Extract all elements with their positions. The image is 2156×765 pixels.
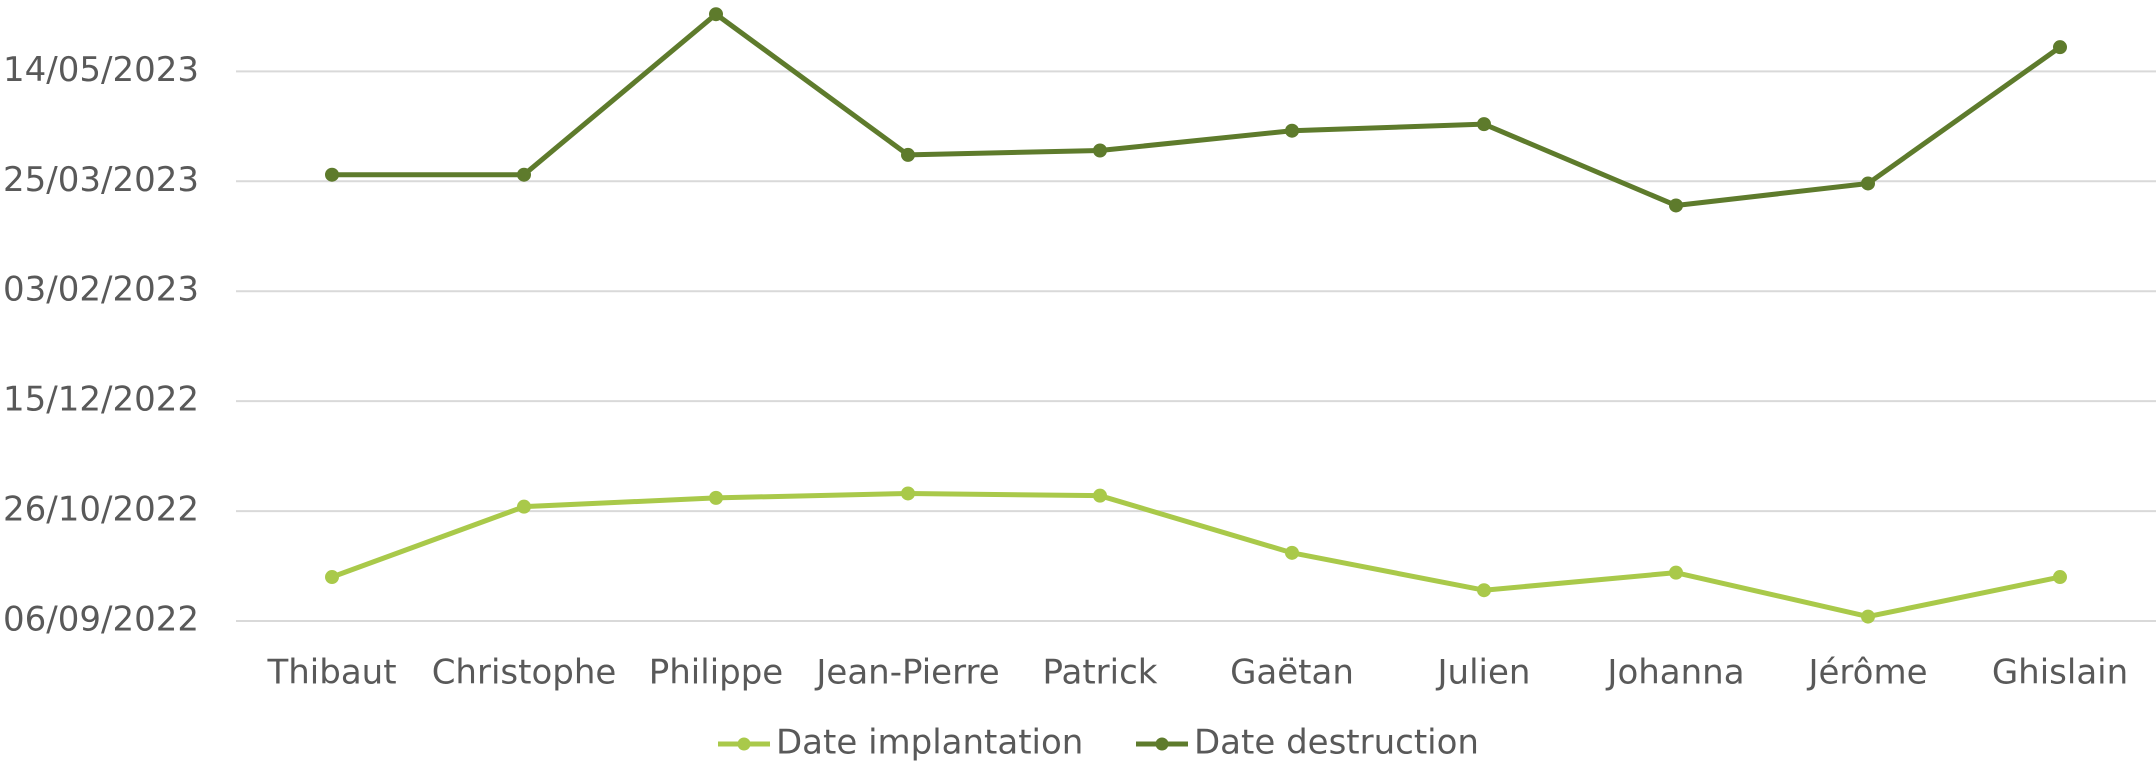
x-tick-label: Jean-Pierre: [814, 653, 999, 693]
legend-label: Date implantation: [776, 723, 1083, 763]
data-point: [517, 499, 531, 514]
data-point: [325, 570, 339, 585]
data-point: [325, 167, 339, 182]
data-point: [901, 147, 915, 162]
x-tick-label: Thibaut: [266, 653, 396, 693]
data-point: [1477, 117, 1491, 132]
data-point: [1093, 143, 1107, 158]
data-point: [709, 7, 723, 22]
y-tick-label: 14/05/2023: [3, 50, 199, 90]
x-tick-label: Johanna: [1605, 653, 1744, 693]
y-tick-label: 06/09/2022: [3, 600, 199, 640]
legend-marker: [737, 737, 751, 751]
data-point: [1861, 609, 1875, 624]
x-tick-label: Jérôme: [1806, 653, 1927, 693]
x-tick-label: Patrick: [1043, 653, 1158, 693]
data-point: [1669, 565, 1683, 580]
legend-marker: [1155, 737, 1169, 751]
data-point: [1093, 488, 1107, 503]
y-tick-label: 25/03/2023: [3, 160, 199, 200]
legend-label: Date destruction: [1194, 723, 1479, 763]
data-point: [1861, 176, 1875, 191]
y-tick-label: 15/12/2022: [3, 380, 199, 420]
series-line: [332, 11, 2062, 208]
data-point: [1669, 198, 1683, 213]
x-tick-label: Gaëtan: [1230, 653, 1354, 693]
y-tick-label: 03/02/2023: [3, 270, 199, 310]
data-point: [517, 167, 531, 182]
series-line: [331, 490, 2061, 620]
y-tick-label: 26/10/2022: [3, 490, 199, 530]
x-tick-label: Julien: [1436, 653, 1531, 693]
data-point: [2053, 570, 2067, 585]
data-point: [1285, 545, 1299, 560]
x-tick-label: Ghislain: [1992, 653, 2128, 693]
x-tick-label: Christophe: [432, 653, 617, 693]
data-point: [709, 490, 723, 505]
data-point: [901, 486, 915, 501]
data-point: [2053, 40, 2067, 55]
x-tick-label: Philippe: [649, 653, 783, 693]
data-point: [1477, 583, 1491, 598]
data-point: [1285, 123, 1299, 138]
